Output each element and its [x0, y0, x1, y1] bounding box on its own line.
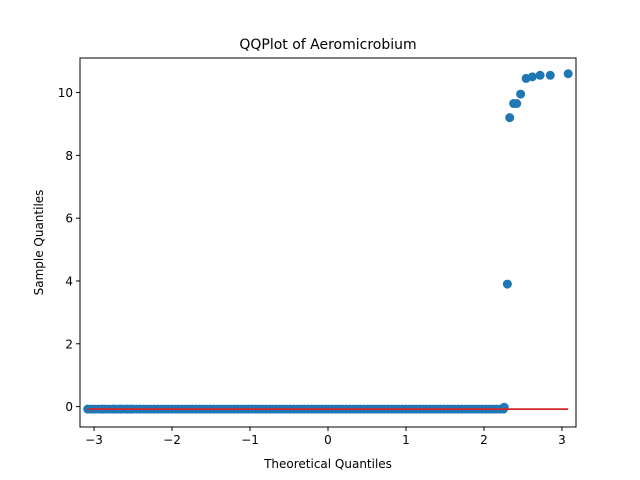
x-tick-label: −2 — [163, 433, 181, 447]
x-tick-label: 1 — [402, 433, 410, 447]
data-point — [563, 69, 573, 79]
y-axis-title: Sample Quantiles — [32, 190, 46, 296]
data-point — [502, 279, 512, 289]
x-tick-label: 0 — [324, 433, 332, 447]
data-point — [499, 402, 509, 412]
y-tick-label: 4 — [65, 274, 73, 288]
x-tick-label: 3 — [558, 433, 566, 447]
x-axis-ticks: −3 −2 −1 0 1 2 3 — [85, 427, 566, 447]
x-axis-title: Theoretical Quantiles — [263, 457, 392, 471]
x-tick-label: −3 — [85, 433, 103, 447]
x-tick-label: −1 — [241, 433, 259, 447]
plot-area — [80, 58, 576, 427]
data-point — [535, 70, 545, 80]
data-point — [505, 113, 515, 123]
y-axis-ticks: 0 2 4 6 8 10 — [58, 86, 80, 414]
data-point — [516, 89, 526, 99]
y-tick-label: 6 — [65, 212, 73, 226]
chart-title: QQPlot of Aeromicrobium — [239, 37, 416, 53]
y-tick-label: 0 — [65, 400, 73, 414]
y-tick-label: 2 — [65, 337, 73, 351]
data-point — [545, 70, 555, 80]
y-tick-label: 8 — [65, 149, 73, 163]
x-tick-label: 2 — [480, 433, 488, 447]
y-tick-label: 10 — [58, 86, 73, 100]
data-point — [527, 72, 537, 82]
axes-background — [80, 58, 576, 427]
data-point — [512, 99, 522, 109]
